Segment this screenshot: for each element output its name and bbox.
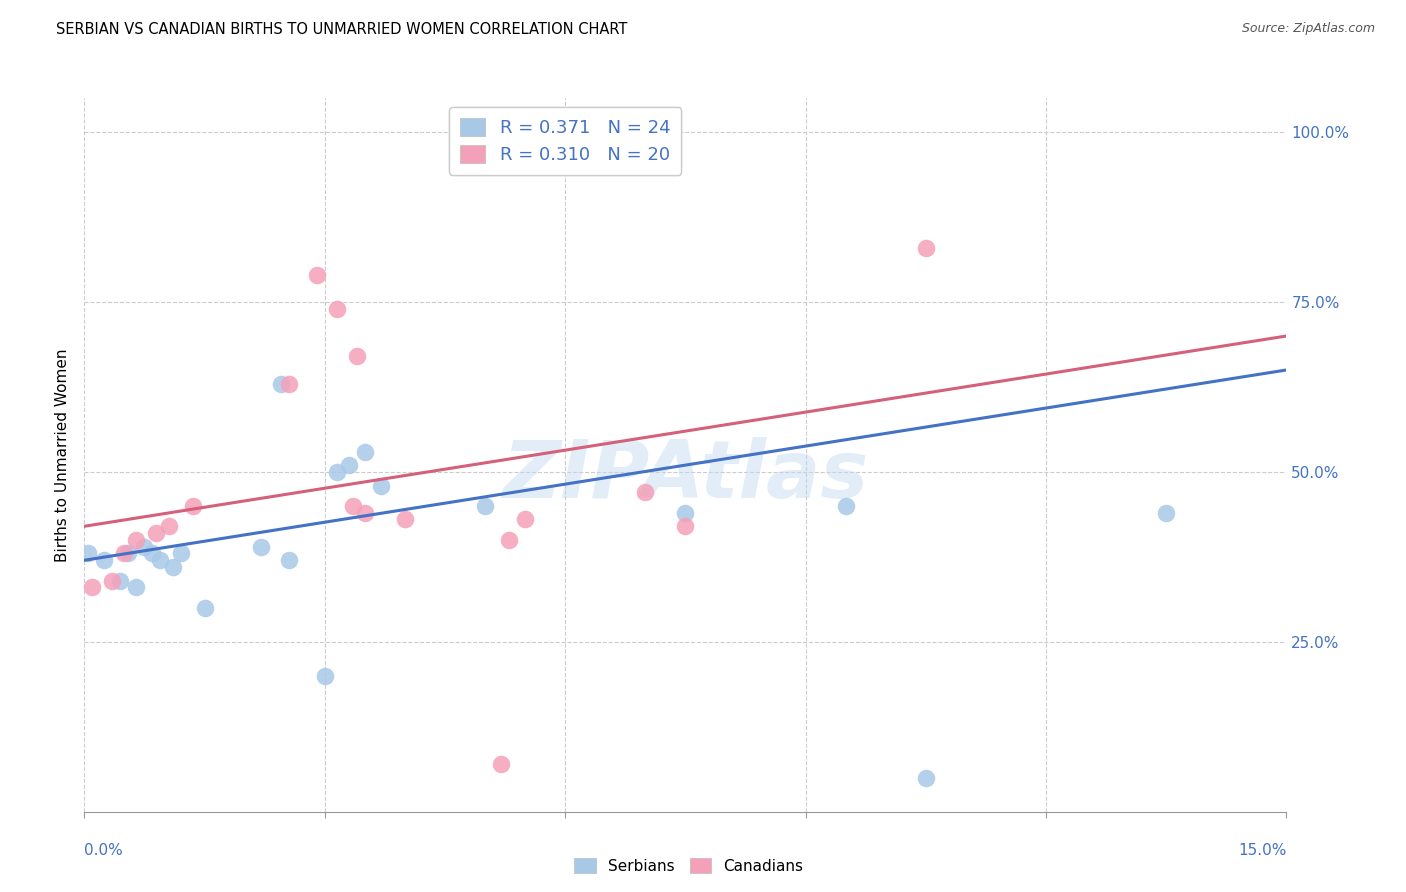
Point (77, 546, 100, 560)
Point (194, 600, 217, 615)
Point (915, 241, 938, 255)
Point (354, 506, 377, 520)
Text: Source: ZipAtlas.com: Source: ZipAtlas.com (1241, 22, 1375, 36)
Point (162, 560, 184, 574)
Text: 15.0%: 15.0% (1239, 843, 1286, 858)
Text: 0.0%: 0.0% (84, 843, 124, 858)
Point (101, 574, 124, 588)
Y-axis label: Births to Unmarried Women: Births to Unmarried Women (55, 348, 70, 562)
Point (270, 376, 292, 391)
Point (354, 444, 377, 458)
Point (110, 574, 132, 588)
Point (249, 540, 271, 554)
Point (915, 771, 938, 785)
Point (169, 546, 191, 560)
Point (489, 757, 512, 772)
Point (394, 512, 416, 526)
Point (134, 540, 156, 554)
Point (515, 512, 537, 526)
Legend: Serbians, Canadians: Serbians, Canadians (568, 852, 810, 880)
Text: SERBIAN VS CANADIAN BIRTHS TO UNMARRIED WOMEN CORRELATION CHART: SERBIAN VS CANADIAN BIRTHS TO UNMARRIED … (56, 22, 627, 37)
Point (181, 499, 204, 513)
Point (157, 519, 180, 533)
Point (125, 581, 148, 595)
Point (675, 506, 697, 520)
Point (314, 669, 336, 683)
Point (82, 581, 104, 595)
Point (117, 546, 139, 560)
Point (675, 519, 697, 533)
Point (93, 553, 115, 567)
Point (342, 499, 364, 513)
Point (114, 546, 135, 560)
Point (634, 485, 657, 500)
Point (277, 553, 299, 567)
Point (835, 499, 858, 513)
Point (326, 465, 349, 479)
Point (145, 526, 167, 541)
Point (326, 301, 349, 316)
Point (498, 533, 520, 547)
Point (474, 499, 496, 513)
Legend: R = 0.371   N = 24, R = 0.310   N = 20: R = 0.371 N = 24, R = 0.310 N = 20 (449, 107, 682, 175)
Point (125, 533, 148, 547)
Point (346, 350, 368, 364)
Point (305, 268, 328, 282)
Text: ZIPAtlas: ZIPAtlas (502, 437, 869, 516)
Point (277, 376, 299, 391)
Point (149, 553, 172, 567)
Point (1156, 506, 1178, 520)
Point (370, 478, 392, 492)
Point (337, 458, 360, 472)
Point (141, 546, 163, 560)
